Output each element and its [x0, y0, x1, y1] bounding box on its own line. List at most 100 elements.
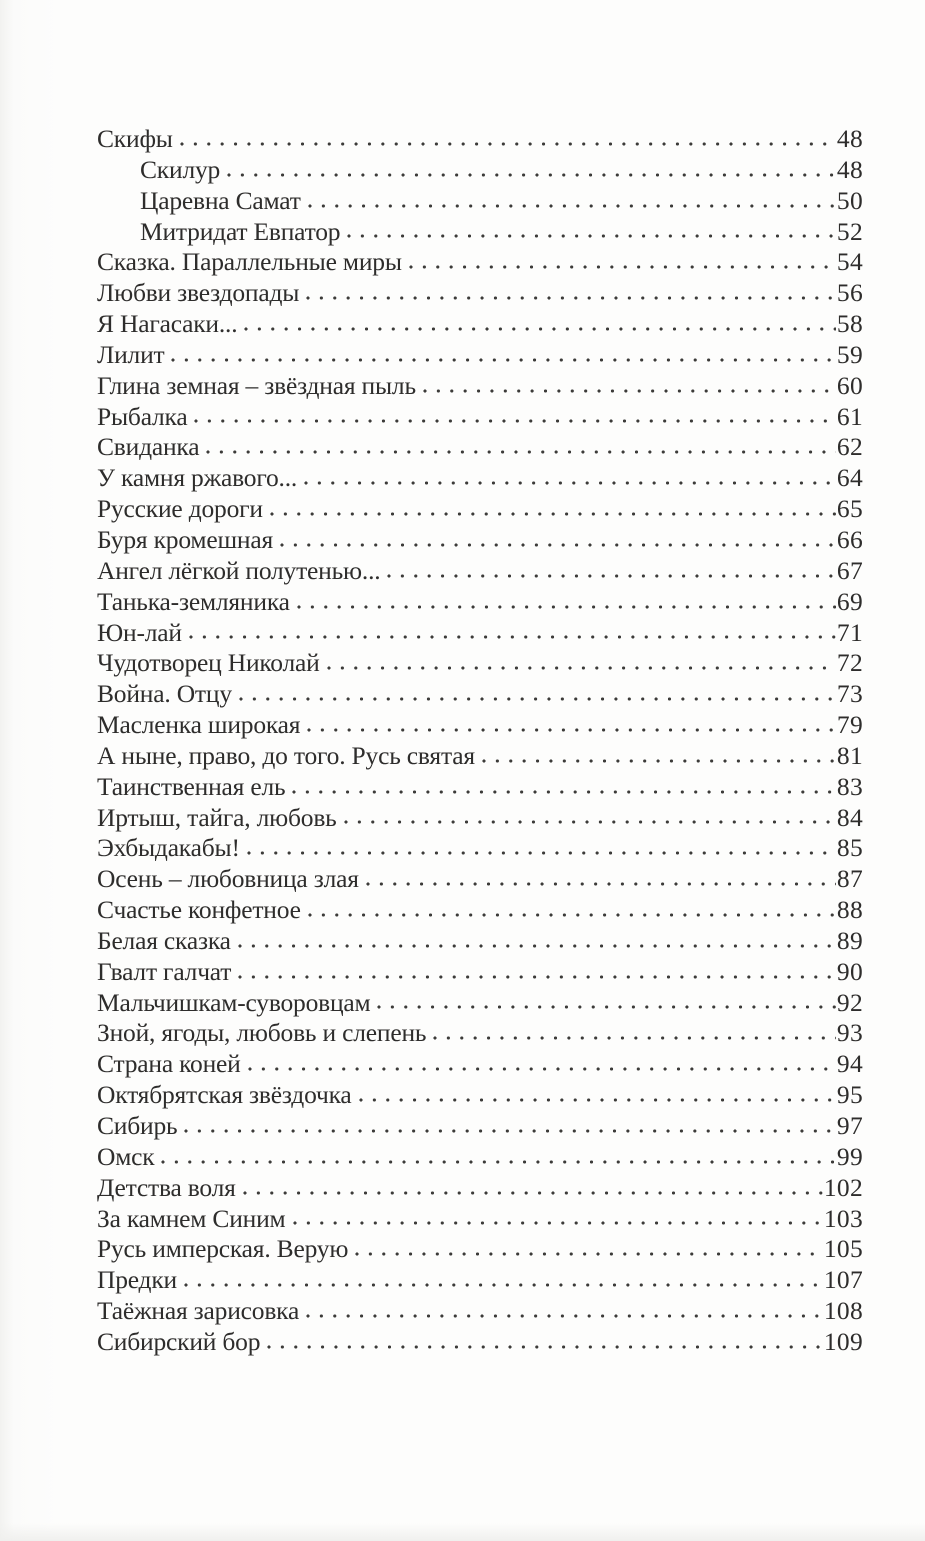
toc-entry-title: Царевна Самат [140, 185, 301, 215]
dot-leader [355, 1252, 823, 1257]
toc-entry-page: 54 [836, 247, 863, 277]
toc-row: Танька-земляника 69 [97, 587, 863, 618]
toc-entry-page: 99 [836, 1141, 863, 1171]
toc-entry-title: Я Нагасаки... [97, 309, 238, 339]
dot-leader [292, 1221, 823, 1226]
toc-entry-page: 60 [836, 370, 863, 400]
dot-leader [247, 1067, 836, 1072]
toc-entry-page: 84 [836, 802, 863, 832]
toc-entry-page: 81 [836, 740, 863, 770]
toc-row: Ангел лёгкой полутенью... 67 [97, 556, 863, 587]
toc-row: Сибирский бор 109 [97, 1327, 863, 1358]
toc-entry-page: 71 [836, 617, 863, 647]
toc-list: Скифы 48 Скилур 48 Царевна Самат 50 Митр… [97, 124, 863, 1358]
toc-entry-page: 52 [836, 216, 863, 246]
dot-leader [161, 1159, 836, 1164]
toc-entry-title: Чудотворец Николай [97, 648, 320, 678]
toc-entry-title: Лилит [97, 339, 165, 369]
toc-row: Русь имперская. Верую 105 [97, 1234, 863, 1265]
toc-entry-page: 94 [836, 1049, 863, 1079]
toc-row: Сибирь 97 [97, 1111, 863, 1142]
toc-row: А ныне, право, до того. Русь святая 81 [97, 741, 863, 772]
dot-leader [194, 419, 836, 424]
toc-row: Чудотворец Николай 72 [97, 648, 863, 679]
toc-entry-page: 92 [836, 987, 863, 1017]
dot-leader [179, 141, 836, 146]
dot-leader [246, 851, 836, 856]
dot-leader [408, 265, 836, 270]
dot-leader [188, 635, 836, 640]
toc-entry-title: Октябрятская звёздочка [97, 1080, 352, 1110]
toc-entry-title: Русские дороги [97, 494, 263, 524]
toc-entry-page: 69 [836, 586, 863, 616]
toc-entry-page: 62 [836, 432, 863, 462]
toc-row: Русские дороги 65 [97, 494, 863, 525]
toc-entry-title: Таинственная ель [97, 771, 286, 801]
dot-leader [358, 1098, 836, 1102]
dot-leader [238, 697, 836, 702]
toc-entry-title: Омск [97, 1141, 155, 1171]
toc-entry-title: Танька-земляника [97, 586, 290, 616]
dot-leader [269, 511, 836, 516]
toc-entry-title: Гвалт галчат [97, 956, 232, 986]
dot-leader [267, 1344, 823, 1349]
toc-row: Царевна Самат 50 [97, 186, 863, 217]
dot-leader [326, 666, 836, 671]
toc-entry-title: Свиданка [97, 432, 200, 462]
toc-entry-title: Таёжная зарисовка [97, 1296, 300, 1326]
toc-entry-page: 109 [823, 1326, 863, 1356]
toc-entry-title: Иртыш, тайга, любовь [97, 802, 337, 832]
toc-row: Иртыш, тайга, любовь 84 [97, 803, 863, 834]
toc-row: У камня ржавого... 64 [97, 463, 863, 494]
dot-leader [422, 388, 836, 393]
toc-entry-title: Рыбалка [97, 401, 188, 431]
toc-entry-title: Скилур [140, 154, 221, 184]
page-edge-shadow [0, 1523, 925, 1541]
toc-row: Страна коней 94 [97, 1049, 863, 1080]
toc-row: Таёжная зарисовка 108 [97, 1296, 863, 1327]
toc-entry-title: Русь имперская. Верую [97, 1234, 349, 1264]
toc-row: Омск 99 [97, 1142, 863, 1173]
toc-entry-title: Зной, ягоды, любовь и слепень [97, 1018, 427, 1048]
toc-row: Гвалт галчат 90 [97, 957, 863, 988]
dot-leader [306, 296, 836, 301]
dot-leader [433, 1036, 836, 1041]
toc-row: Лилит 59 [97, 340, 863, 371]
dot-leader [238, 974, 836, 979]
toc-row: Октябрятская звёздочка 95 [97, 1080, 863, 1111]
toc-entry-page: 89 [836, 925, 863, 955]
toc-entry-title: Осень – любовница злая [97, 864, 359, 894]
dot-leader [171, 357, 836, 362]
toc-entry-title: Митридат Евпатор [140, 216, 341, 246]
toc-entry-page: 56 [836, 278, 863, 308]
toc-entry-title: Белая сказка [97, 925, 231, 955]
toc-entry-page: 87 [836, 864, 863, 894]
toc-entry-page: 88 [836, 895, 863, 925]
dot-leader [307, 727, 836, 732]
toc-row: Свиданка 62 [97, 432, 863, 463]
dot-leader [306, 1313, 823, 1318]
toc-entry-title: А ныне, право, до того. Русь святая [97, 740, 475, 770]
dot-leader [242, 1190, 823, 1195]
toc-entry-title: Мальчишкам-суворовцам [97, 987, 371, 1017]
dot-leader [343, 820, 836, 825]
dot-leader [365, 882, 836, 887]
dot-leader [307, 203, 836, 208]
toc-entry-title: Глина земная – звёздная пыль [97, 370, 416, 400]
toc-entry-page: 67 [836, 555, 863, 585]
dot-leader [280, 542, 836, 547]
toc-entry-page: 73 [836, 679, 863, 709]
toc-entry-page: 83 [836, 771, 863, 801]
toc-entry-title: За камнем Синим [97, 1203, 286, 1233]
toc-entry-page: 50 [836, 185, 863, 215]
toc-row: Масленка широкая 79 [97, 710, 863, 741]
toc-row: Предки 107 [97, 1265, 863, 1296]
toc-entry-title: Детства воля [97, 1172, 236, 1202]
toc-entry-title: Любви звездопады [97, 278, 300, 308]
toc-entry-title: У камня ржавого... [97, 463, 298, 493]
toc-entry-title: Ангел лёгкой полутенью... [97, 555, 381, 585]
dot-leader [183, 1283, 823, 1288]
toc-entry-page: 72 [836, 648, 863, 678]
toc-row: Таинственная ель 83 [97, 772, 863, 803]
